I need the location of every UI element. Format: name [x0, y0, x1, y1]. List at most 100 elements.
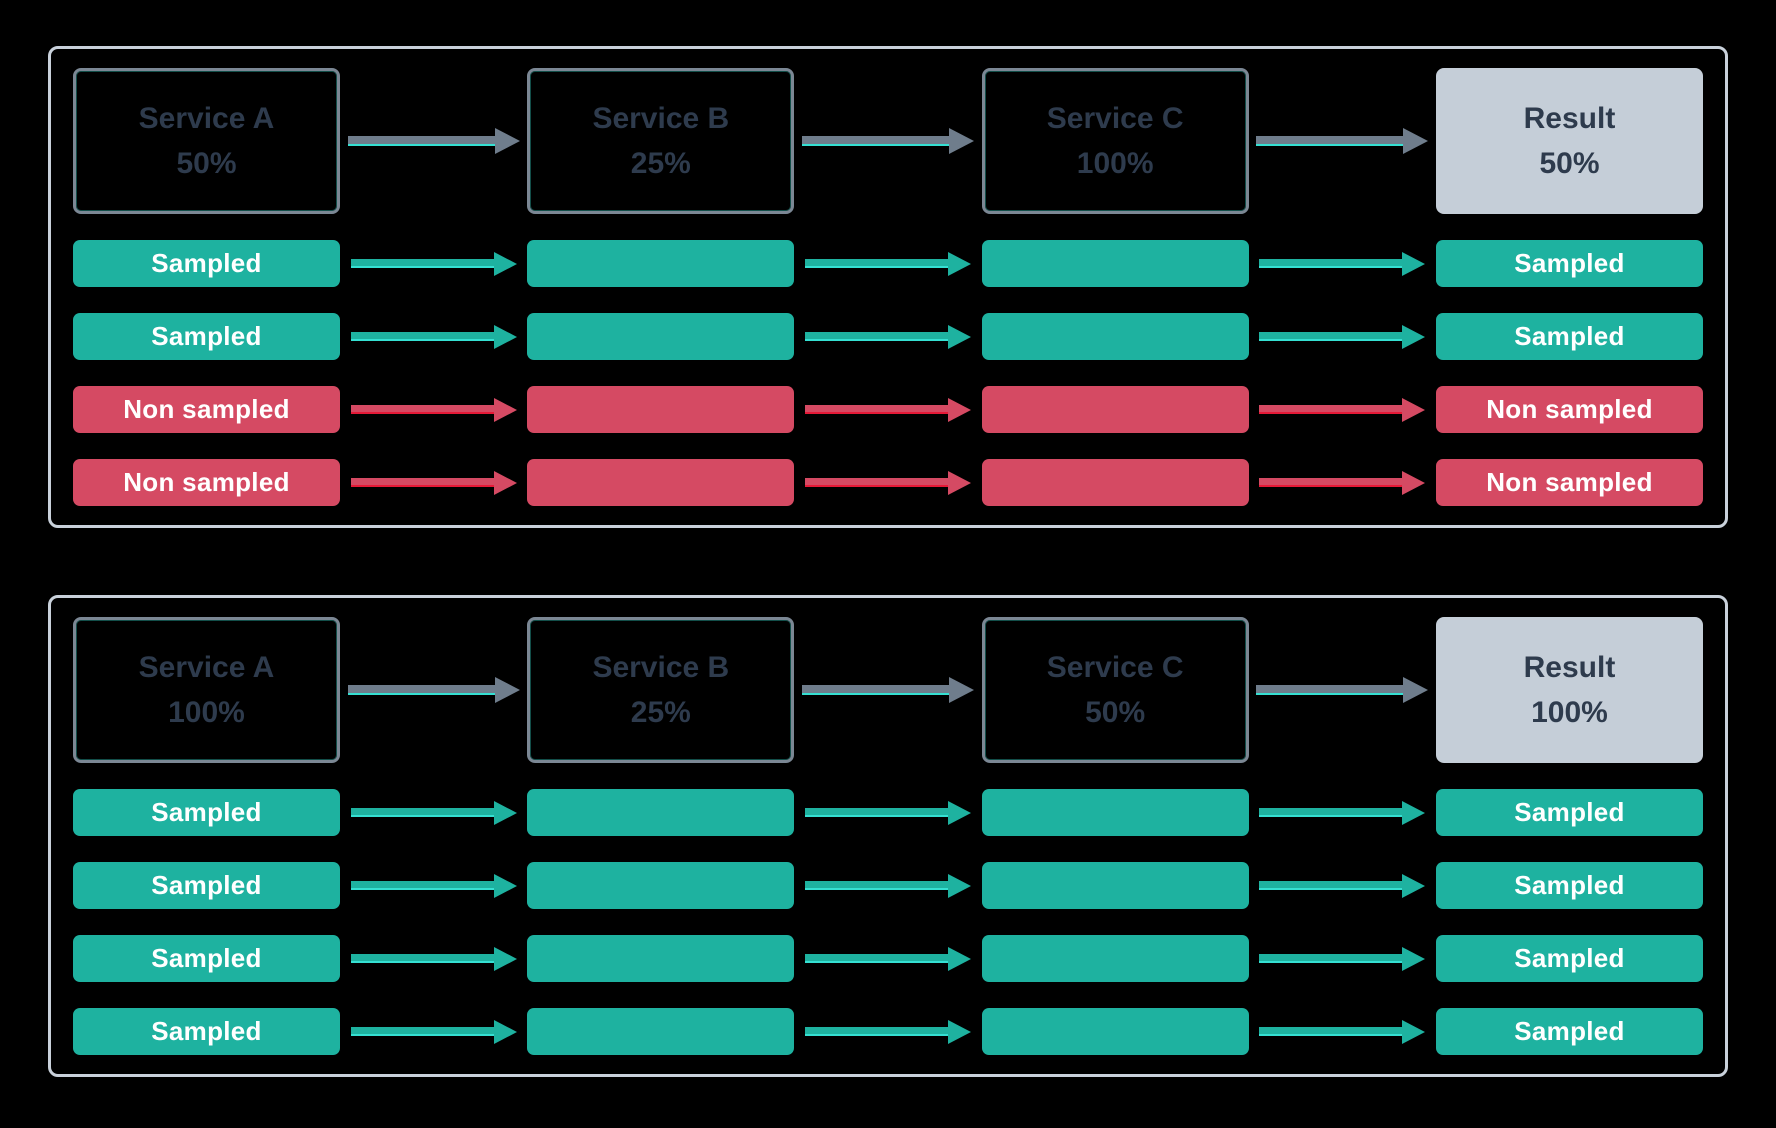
arrow-right-icon	[347, 677, 520, 703]
service-sample-rate: 100%	[1076, 147, 1154, 180]
service-sample-rate: 50%	[1085, 696, 1146, 729]
arrow-cell	[340, 873, 527, 898]
arrow-cell	[340, 677, 527, 703]
trace-bar	[527, 459, 795, 506]
arrow-right-icon	[350, 873, 517, 898]
trace-bar: Non sampled	[1435, 386, 1703, 433]
arrow-right-icon	[1259, 251, 1426, 276]
arrow-right-icon	[804, 251, 971, 276]
arrow-cell	[340, 324, 527, 349]
arrow-cell	[340, 1019, 527, 1044]
arrow-right-icon	[1259, 800, 1426, 825]
trace-bar	[527, 935, 795, 982]
service-sample-rate: 100%	[168, 696, 245, 729]
trace-bar-label: Non sampled	[1486, 467, 1653, 497]
arrow-cell	[1249, 470, 1436, 495]
arrow-cell	[794, 1019, 981, 1044]
trace-bar: Sampled	[73, 240, 340, 287]
service-a-box: Service A 100%	[73, 617, 340, 763]
scenario-panel-2: Service A 100% Service B 25% Service C 5…	[48, 595, 1728, 1077]
arrow-cell	[794, 251, 981, 276]
trace-row-non-sampled: Non sampled Non sampled	[73, 459, 1703, 506]
arrow-cell	[794, 397, 981, 422]
trace-bar: Sampled	[73, 862, 340, 909]
trace-bar	[527, 862, 795, 909]
service-sample-rate: 25%	[630, 696, 691, 729]
arrow-cell	[1249, 397, 1436, 422]
trace-bar	[527, 313, 795, 360]
arrow-cell	[1249, 324, 1436, 349]
arrow-right-icon	[1259, 470, 1426, 495]
trace-bar	[981, 862, 1249, 909]
arrow-right-icon	[350, 946, 517, 971]
service-name: Service B	[592, 101, 730, 135]
service-b-box: Service B 25%	[527, 617, 795, 763]
arrow-right-icon	[1259, 324, 1426, 349]
trace-bar: Sampled	[73, 1008, 340, 1055]
trace-bar: Sampled	[73, 789, 340, 836]
arrow-right-icon	[804, 470, 971, 495]
service-name: Service A	[138, 650, 275, 684]
arrow-right-icon	[1256, 128, 1429, 154]
trace-bar-label: Sampled	[1514, 321, 1625, 351]
trace-bar-label: Sampled	[151, 943, 262, 973]
arrow-cell	[1249, 946, 1436, 971]
arrow-right-icon	[801, 128, 974, 154]
trace-row-sampled: Sampled Sampled	[73, 789, 1703, 836]
arrow-cell	[340, 946, 527, 971]
service-name: Service B	[592, 650, 730, 684]
trace-bar	[527, 240, 795, 287]
arrow-cell	[794, 946, 981, 971]
scenario-panel-1: Service A 50% Service B 25% Service C 10…	[48, 46, 1728, 528]
arrow-right-icon	[1259, 397, 1426, 422]
services-row: Service A 50% Service B 25% Service C 10…	[73, 68, 1703, 214]
trace-bar	[981, 935, 1249, 982]
arrow-right-icon	[804, 946, 971, 971]
trace-bar-label: Non sampled	[1486, 394, 1653, 424]
arrow-cell	[794, 677, 981, 703]
trace-bar-label: Sampled	[1514, 943, 1625, 973]
trace-bar	[981, 789, 1249, 836]
trace-bar	[981, 313, 1249, 360]
service-b-box: Service B 25%	[527, 68, 795, 214]
trace-bar-label: Non sampled	[123, 394, 290, 424]
trace-bar: Non sampled	[73, 386, 340, 433]
arrow-cell	[340, 470, 527, 495]
arrow-cell	[1249, 873, 1436, 898]
trace-bar-label: Sampled	[1514, 248, 1625, 278]
arrow-cell	[1249, 1019, 1436, 1044]
trace-bar-label: Sampled	[1514, 797, 1625, 827]
arrow-right-icon	[804, 800, 971, 825]
arrow-right-icon	[801, 677, 974, 703]
result-label: Result	[1523, 101, 1616, 135]
trace-bar-label: Sampled	[151, 248, 262, 278]
arrow-right-icon	[347, 128, 520, 154]
arrow-cell	[340, 800, 527, 825]
service-name: Service A	[138, 101, 275, 135]
arrow-cell	[794, 324, 981, 349]
service-sample-rate: 25%	[630, 147, 691, 180]
arrow-right-icon	[804, 873, 971, 898]
trace-bar-label: Non sampled	[123, 467, 290, 497]
arrow-right-icon	[804, 324, 971, 349]
trace-row-sampled: Sampled Sampled	[73, 935, 1703, 982]
trace-bar-label: Sampled	[151, 1016, 262, 1046]
trace-bar: Non sampled	[1435, 459, 1703, 506]
result-box: Result 100%	[1435, 617, 1703, 763]
arrow-cell	[340, 397, 527, 422]
service-c-box: Service C 100%	[981, 68, 1249, 214]
trace-bar: Sampled	[1435, 1008, 1703, 1055]
arrow-cell	[1249, 251, 1436, 276]
trace-bar: Sampled	[73, 313, 340, 360]
arrow-right-icon	[350, 800, 517, 825]
service-c-box: Service C 50%	[981, 617, 1249, 763]
arrow-cell	[1249, 128, 1436, 154]
trace-bar: Sampled	[1435, 935, 1703, 982]
arrow-right-icon	[350, 1019, 517, 1044]
arrow-right-icon	[1259, 873, 1426, 898]
trace-bar: Sampled	[1435, 862, 1703, 909]
service-sample-rate: 50%	[176, 147, 237, 180]
trace-bar: Sampled	[1435, 789, 1703, 836]
trace-row-sampled: Sampled Sampled	[73, 1008, 1703, 1055]
